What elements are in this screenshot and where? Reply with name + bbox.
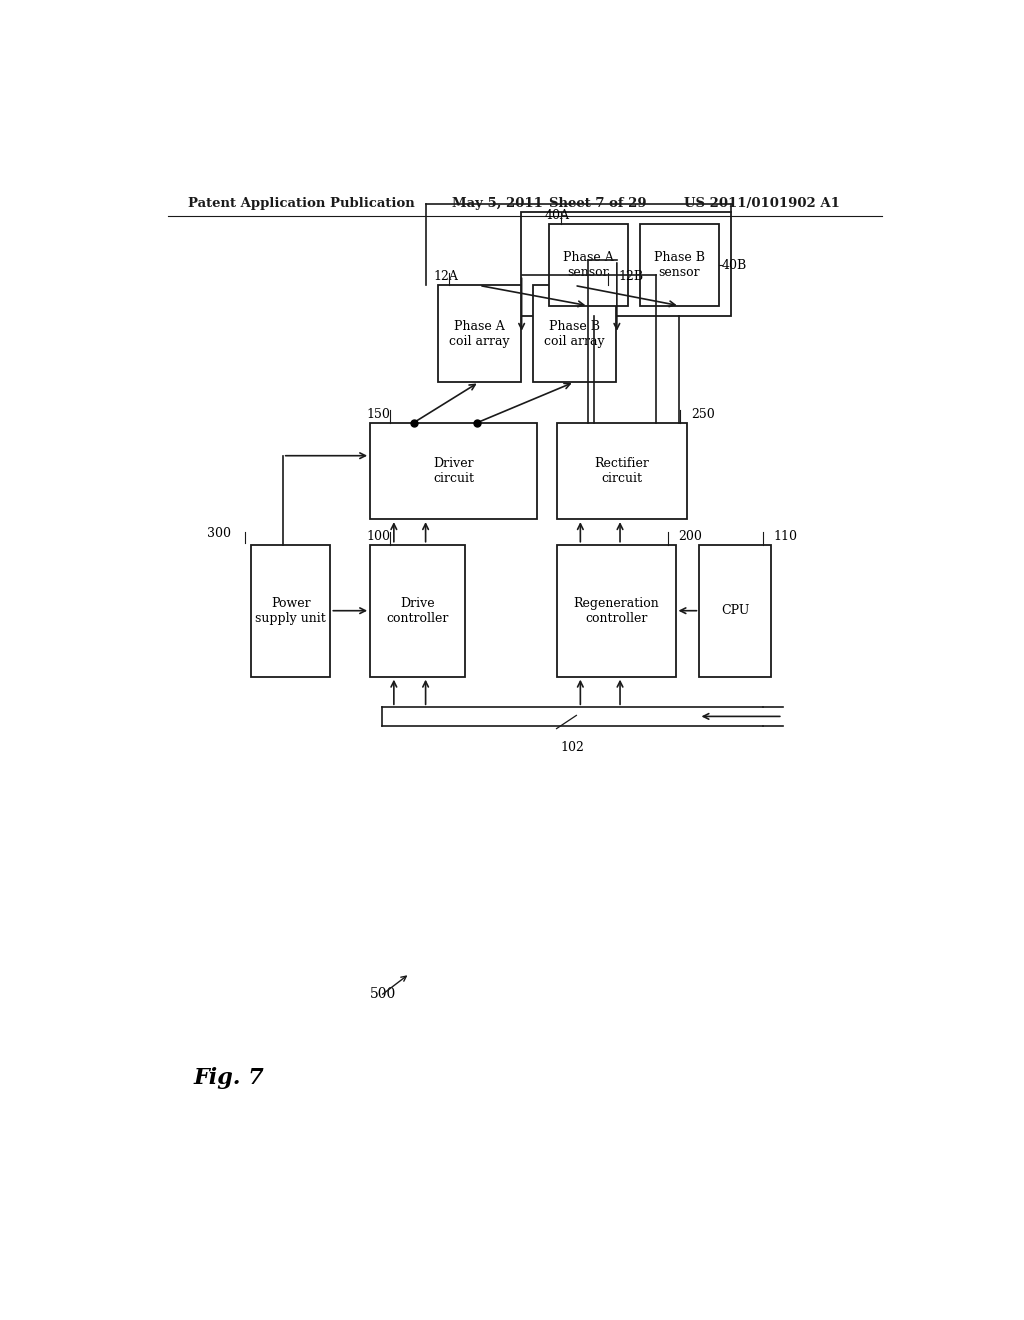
Text: Driver
circuit: Driver circuit — [433, 457, 474, 484]
Bar — [532, 285, 616, 381]
Text: Sheet 7 of 29: Sheet 7 of 29 — [549, 197, 646, 210]
Text: 500: 500 — [370, 987, 396, 1001]
Text: Phase A
coil array: Phase A coil array — [449, 319, 510, 347]
Bar — [640, 224, 719, 306]
Bar — [557, 422, 687, 519]
Text: 102: 102 — [560, 741, 585, 754]
Text: 200: 200 — [678, 529, 701, 543]
Text: 12B: 12B — [618, 271, 643, 284]
Bar — [521, 213, 731, 315]
Bar — [370, 422, 537, 519]
Bar — [437, 285, 521, 381]
Text: Drive
controller: Drive controller — [386, 597, 449, 624]
Text: Patent Application Publication: Patent Application Publication — [187, 197, 415, 210]
Text: Phase B
sensor: Phase B sensor — [654, 251, 706, 279]
Bar — [549, 224, 628, 306]
Bar — [699, 545, 771, 677]
Text: 110: 110 — [773, 529, 798, 543]
Text: 250: 250 — [691, 408, 715, 421]
Text: Power
supply unit: Power supply unit — [255, 597, 326, 624]
Text: 100: 100 — [367, 529, 390, 543]
Text: Phase A
sensor: Phase A sensor — [563, 251, 613, 279]
Text: Rectifier
circuit: Rectifier circuit — [595, 457, 649, 484]
Text: 40B: 40B — [722, 259, 746, 272]
Text: Fig. 7: Fig. 7 — [194, 1068, 264, 1089]
Text: 300: 300 — [207, 527, 231, 540]
Text: 12A: 12A — [433, 271, 459, 284]
Text: US 2011/0101902 A1: US 2011/0101902 A1 — [684, 197, 840, 210]
Bar — [557, 545, 676, 677]
Text: 150: 150 — [367, 408, 390, 421]
Bar — [370, 545, 465, 677]
Text: Phase B
coil array: Phase B coil array — [544, 319, 605, 347]
Bar — [251, 545, 331, 677]
Text: CPU: CPU — [721, 605, 750, 618]
Text: May 5, 2011: May 5, 2011 — [452, 197, 543, 210]
Text: 40A: 40A — [545, 210, 569, 223]
Text: Regeneration
controller: Regeneration controller — [573, 597, 658, 624]
